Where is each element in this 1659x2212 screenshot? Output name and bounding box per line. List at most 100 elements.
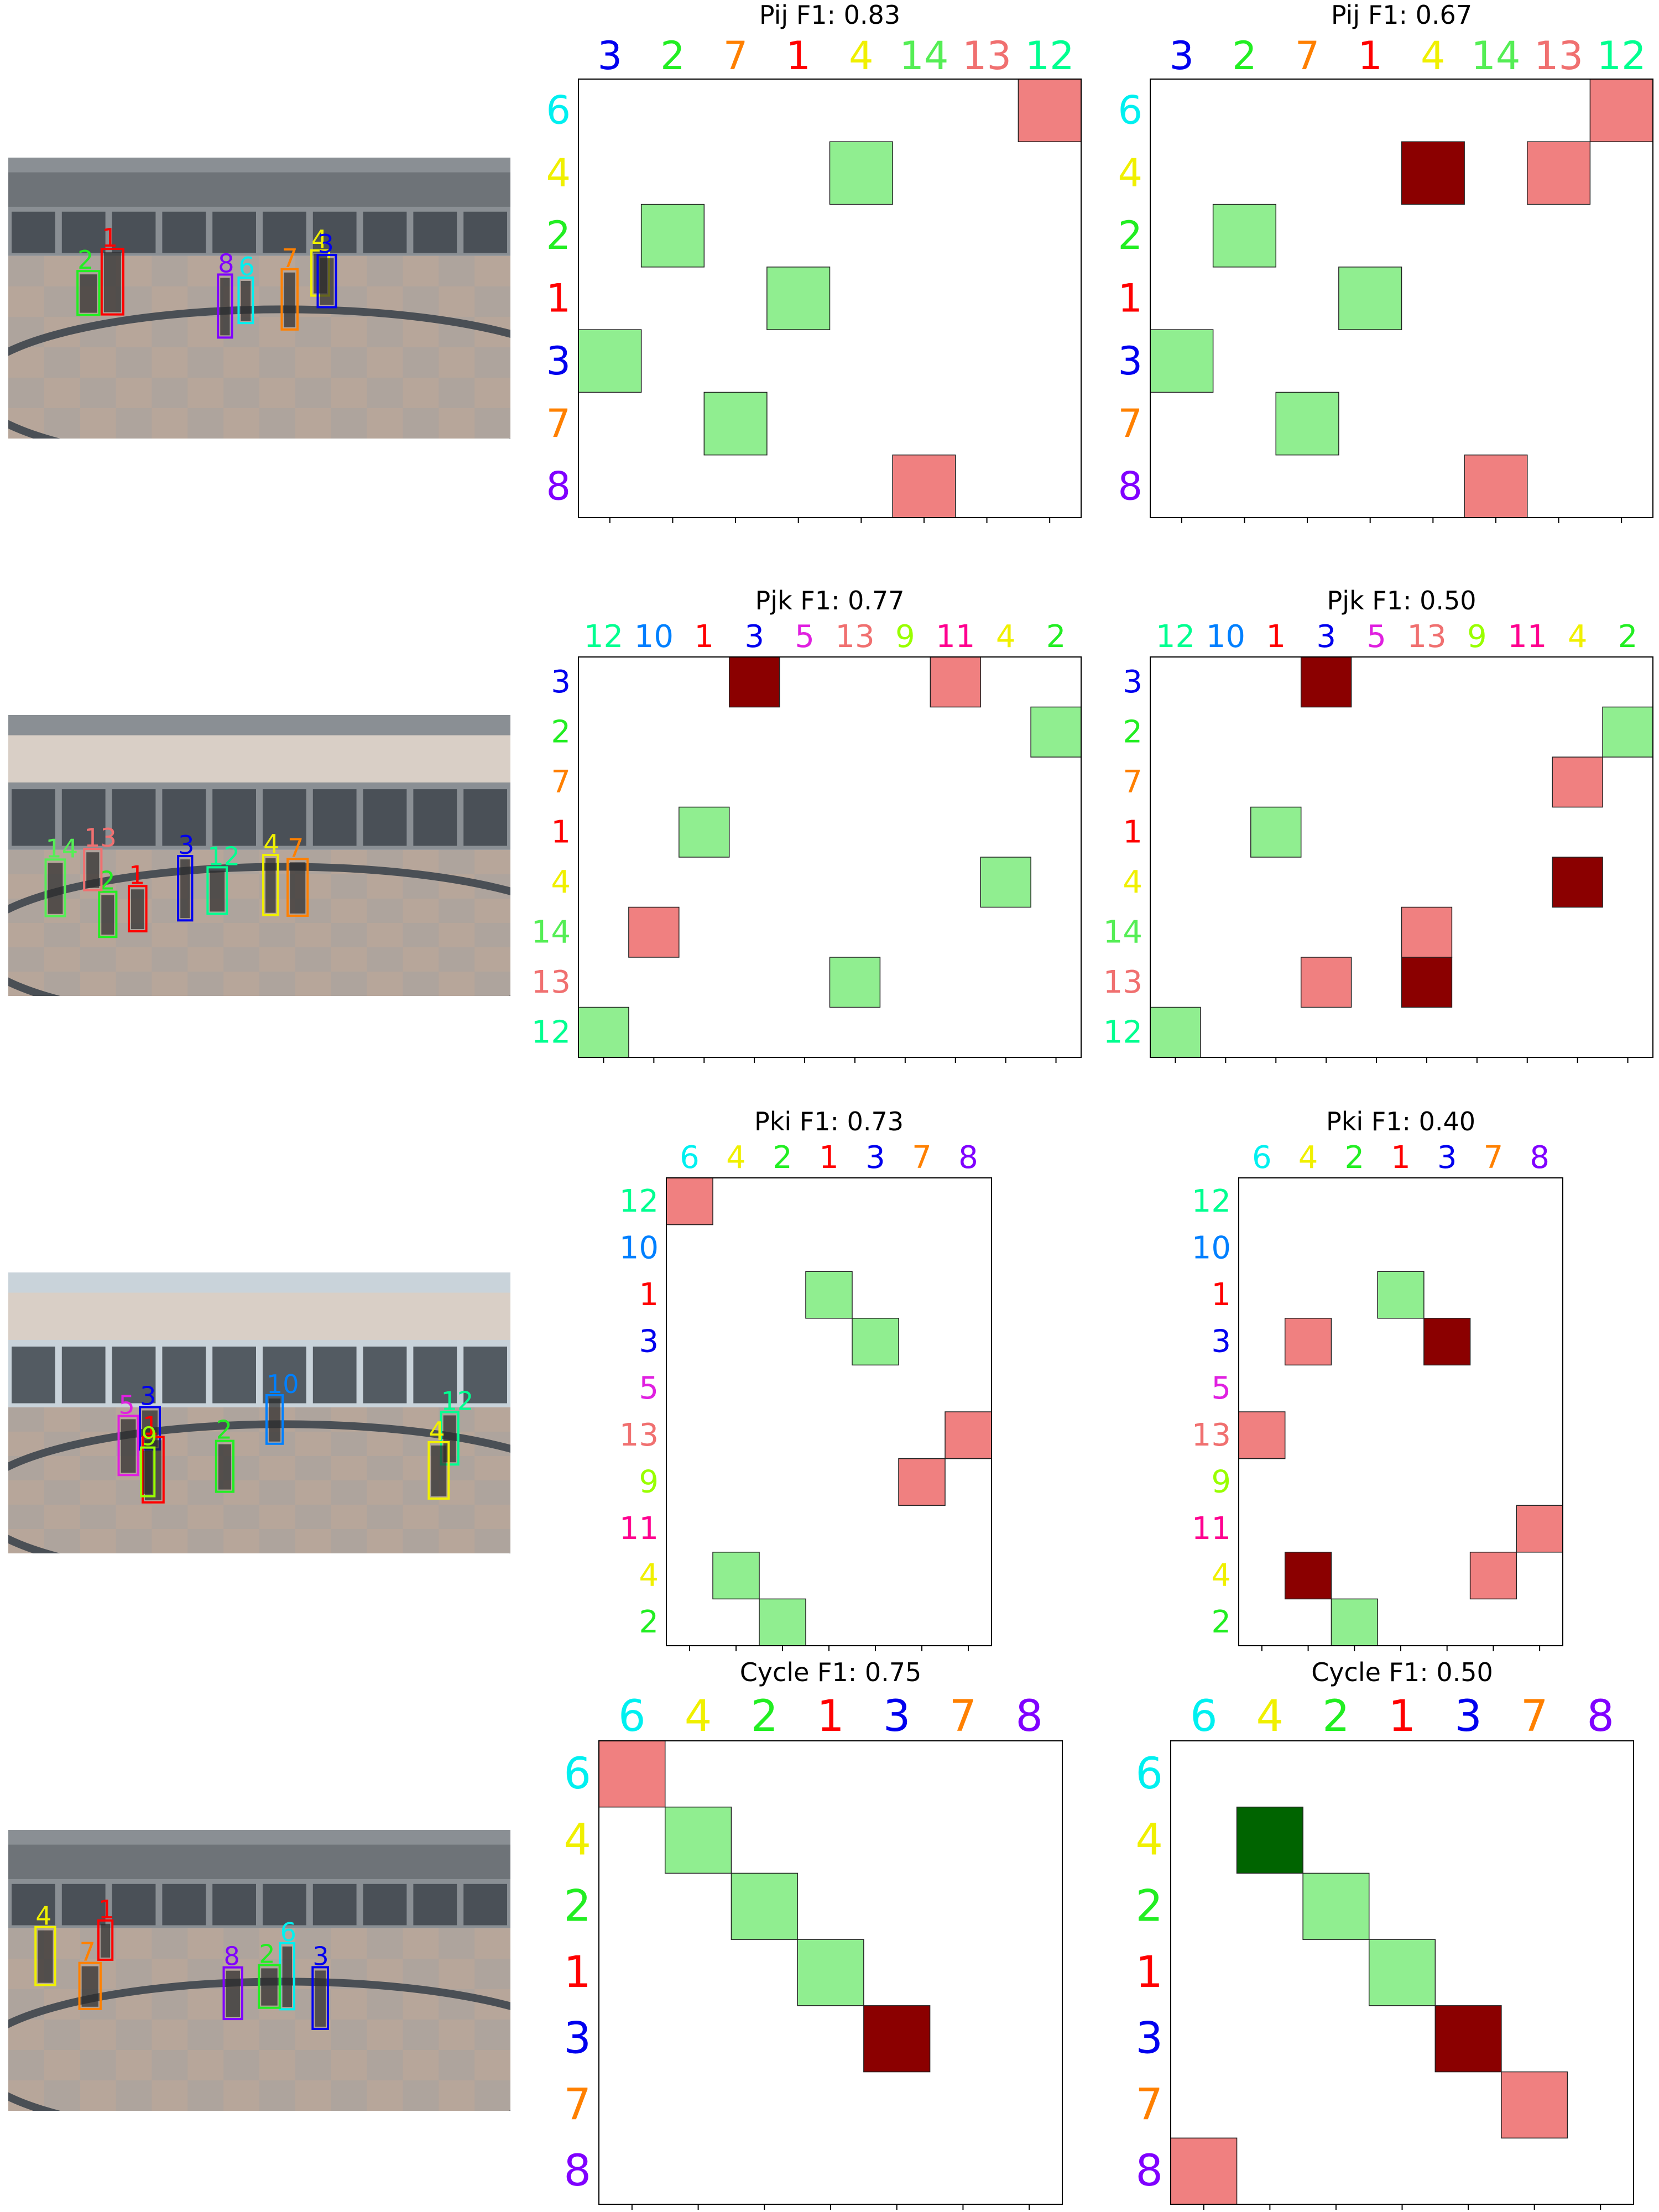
heatmap-cell xyxy=(1212,204,1276,268)
person-tag: 1 xyxy=(129,860,145,890)
row-label: 8 xyxy=(1135,2146,1163,2196)
column-label: 6 xyxy=(1252,1140,1272,1176)
floor-tile xyxy=(80,1407,116,1432)
column-label: 2 xyxy=(1344,1140,1364,1176)
floor-tile xyxy=(439,947,475,972)
floor-tile xyxy=(187,408,224,439)
floor-tile xyxy=(474,1958,510,1989)
heatmap-cell xyxy=(1602,706,1653,758)
column-label: 3 xyxy=(1170,33,1194,79)
floor-tile xyxy=(403,1958,439,1989)
heatmap-cell xyxy=(1018,79,1082,143)
heatmap-cell xyxy=(598,1740,666,1808)
row-label: 14 xyxy=(1103,914,1142,950)
column-label: 6 xyxy=(1190,1692,1218,1741)
person-tag: 4 xyxy=(35,1901,51,1931)
row-label: 9 xyxy=(639,1464,659,1500)
heatmap-cell xyxy=(1275,392,1339,456)
floor-tile xyxy=(187,922,224,947)
column-label: 3 xyxy=(1437,1140,1457,1176)
column-label: 3 xyxy=(865,1140,885,1176)
person-bbox xyxy=(100,248,124,316)
person-bbox xyxy=(427,1441,450,1500)
shop-window xyxy=(112,211,156,253)
mall-balcony xyxy=(8,1844,510,1879)
heatmap-cell xyxy=(1331,1598,1378,1646)
scene-photo: 68 743 12 xyxy=(8,158,510,439)
floor-tile xyxy=(152,1504,188,1529)
plot-frame xyxy=(578,656,1082,1058)
row-label: 12 xyxy=(1192,1183,1231,1219)
row-label: 7 xyxy=(546,401,571,446)
column-label: 2 xyxy=(1322,1692,1350,1741)
heatmap-cell xyxy=(628,906,680,958)
heatmap-cell xyxy=(1501,2071,1568,2139)
floor-tile xyxy=(187,2019,224,2050)
floor-tile xyxy=(223,947,259,972)
column-label: 12 xyxy=(1025,33,1074,79)
row-label: 2 xyxy=(564,1881,591,1931)
floor-tile xyxy=(259,1480,295,1505)
floor-tile xyxy=(295,316,331,347)
row-label: 14 xyxy=(531,914,571,950)
person-bbox xyxy=(222,1966,243,2021)
floor-tile xyxy=(295,377,331,408)
floor-tile xyxy=(8,947,44,972)
row-label: 7 xyxy=(564,2080,591,2130)
floor-tile xyxy=(80,377,116,408)
row-label: 8 xyxy=(564,2146,591,2196)
floor-tile xyxy=(8,849,44,874)
shop-window xyxy=(312,211,357,253)
person-bbox xyxy=(177,855,194,922)
floor-tile xyxy=(80,947,116,972)
column-label: 14 xyxy=(899,33,948,79)
person-figure xyxy=(268,1398,281,1442)
row-label: 8 xyxy=(546,463,571,509)
column-label: 2 xyxy=(660,33,685,79)
floor-tile xyxy=(44,1480,80,1505)
row-label: 6 xyxy=(1118,88,1142,133)
person-figure xyxy=(101,895,114,935)
floor-tile xyxy=(44,971,80,996)
row-label: 7 xyxy=(1135,2080,1163,2130)
heatmap-cell xyxy=(930,656,981,708)
person-bbox xyxy=(128,885,148,933)
column-label: 12 xyxy=(1597,33,1646,79)
heatmap-cell xyxy=(1377,1271,1425,1319)
heatmap-cell xyxy=(1423,1318,1471,1366)
floor-tile xyxy=(474,286,510,317)
heatmap-cell xyxy=(797,1939,864,2006)
column-label: 1 xyxy=(817,1692,844,1741)
floor-tile xyxy=(116,971,152,996)
heatmap-cell xyxy=(578,329,642,393)
person-figure xyxy=(284,272,296,327)
floor-tile xyxy=(331,408,367,439)
column-label: 4 xyxy=(1568,619,1588,655)
floor-tile xyxy=(474,347,510,378)
shop-window xyxy=(413,789,457,846)
floor-tile xyxy=(331,2080,367,2111)
person-tag: 6 xyxy=(238,252,254,281)
person-bbox xyxy=(217,273,233,339)
floor-tile xyxy=(295,947,331,972)
person-tag: 3 xyxy=(318,229,334,259)
row-label: 1 xyxy=(1135,1948,1163,1997)
person-tag: 12 xyxy=(207,841,240,871)
heatmap-cell xyxy=(640,204,705,268)
column-label: 13 xyxy=(962,33,1011,79)
column-label: 4 xyxy=(685,1692,712,1741)
floor-tile xyxy=(80,2049,116,2080)
floor-tile xyxy=(259,971,295,996)
floor-tile xyxy=(403,408,439,439)
shop-window xyxy=(12,1347,55,1404)
floor-tile xyxy=(152,947,188,972)
floor-tile xyxy=(474,971,510,996)
floor-tile xyxy=(403,286,439,317)
row-label: 13 xyxy=(531,964,571,1000)
